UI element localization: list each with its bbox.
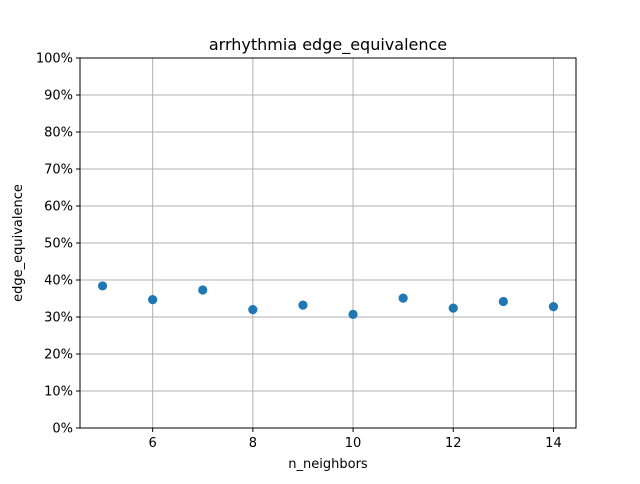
data-point bbox=[498, 296, 508, 307]
y-tick-label: 10% bbox=[44, 385, 73, 400]
y-tick-label: 70% bbox=[44, 163, 73, 178]
data-point bbox=[448, 303, 458, 313]
x-tick-label: 12 bbox=[445, 436, 462, 451]
y-tick-label: 90% bbox=[44, 89, 73, 104]
data-point bbox=[148, 295, 158, 305]
data-point bbox=[548, 302, 559, 312]
x-axis-label: n_neighbors bbox=[288, 457, 368, 472]
y-tick-label: 0% bbox=[52, 422, 73, 437]
y-tick-label: 60% bbox=[44, 200, 73, 215]
data-point bbox=[97, 281, 108, 291]
data-point bbox=[248, 305, 258, 315]
y-tick-label: 30% bbox=[44, 311, 73, 326]
chart-title: arrhythmia edge_equivalence bbox=[209, 35, 447, 55]
data-points bbox=[97, 281, 559, 320]
y-tick-label: 100% bbox=[36, 52, 73, 67]
y-tick-label: 80% bbox=[44, 126, 73, 141]
x-tick-label: 10 bbox=[345, 436, 362, 451]
ticks: 6 8 10 12 14 0% 10% 20% 30% 40% 50% 60% 70% 80% 90% 100… bbox=[36, 52, 562, 452]
x-tick-label: 8 bbox=[249, 436, 257, 451]
y-axis-label: edge_equivalence bbox=[11, 184, 26, 302]
y-tick-label: 40% bbox=[44, 274, 73, 289]
x-tick-label: 14 bbox=[545, 436, 562, 451]
data-point bbox=[348, 309, 358, 320]
x-tick-label: 6 bbox=[149, 436, 157, 451]
y-tick-label: 20% bbox=[44, 348, 73, 363]
data-point bbox=[298, 300, 308, 310]
y-tick-label: 50% bbox=[44, 237, 73, 252]
data-point bbox=[398, 293, 408, 303]
data-point bbox=[198, 285, 208, 295]
